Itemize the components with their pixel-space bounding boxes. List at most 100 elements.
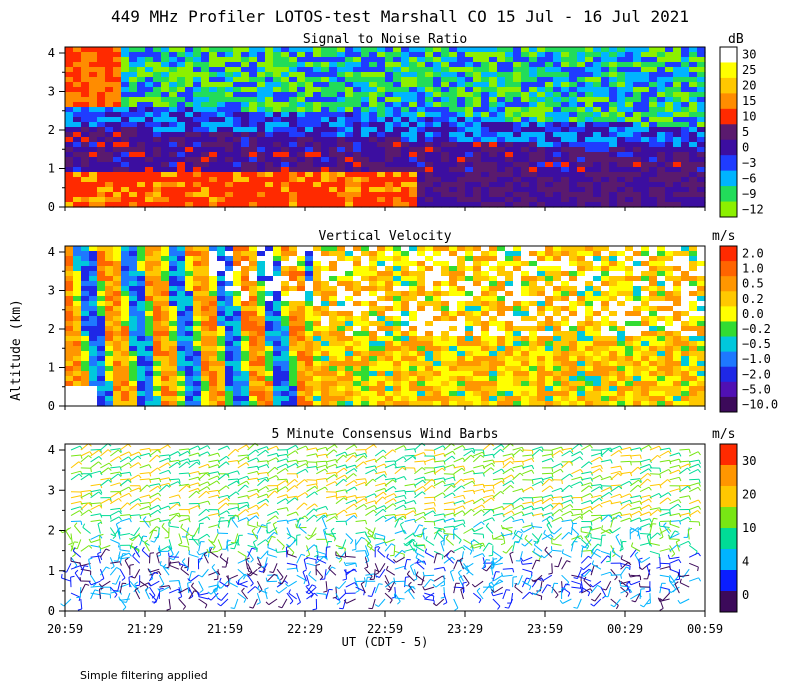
snr-cell (617, 82, 626, 88)
snr-cell (89, 77, 98, 83)
vv-cell (521, 276, 530, 282)
snr-cell (665, 57, 674, 63)
vv-cell (609, 366, 618, 372)
snr-cell (697, 52, 706, 58)
vv-cell (89, 266, 98, 272)
snr-cell (305, 202, 314, 208)
snr-cell (145, 152, 154, 158)
snr-cell (633, 92, 642, 98)
snr-cell (121, 182, 130, 188)
vv-cell (209, 316, 218, 322)
snr-cell (633, 107, 642, 113)
snr-cell (409, 167, 418, 173)
vv-cell (97, 291, 106, 297)
vv-cell (625, 311, 634, 317)
vv-cell (369, 341, 378, 347)
vv-cell (617, 276, 626, 282)
vv-cell (201, 326, 210, 332)
snr-cell (361, 52, 370, 58)
vv-cell (121, 256, 130, 262)
snr-cell (289, 152, 298, 158)
vv-cell (145, 316, 154, 322)
vv-cell (401, 331, 410, 337)
vv-cell (593, 276, 602, 282)
vv-cell (113, 376, 122, 382)
vv-cell (441, 306, 450, 312)
snr-cell (241, 162, 250, 168)
vv-cell (169, 366, 178, 372)
snr-cell (553, 202, 562, 208)
snr-cell (681, 127, 690, 133)
snr-cell (641, 107, 650, 113)
snr-cell (697, 72, 706, 78)
vv-cell (489, 261, 498, 267)
vv-cell (241, 251, 250, 257)
vv-cell (393, 271, 402, 277)
snr-cell (305, 122, 314, 128)
snr-cell (497, 97, 506, 103)
snr-cell (401, 52, 410, 58)
vv-cell (233, 336, 242, 342)
vv-cell (201, 261, 210, 267)
vv-cell (161, 321, 170, 327)
vv-cell (409, 326, 418, 332)
vv-cell (689, 281, 698, 287)
vv-cell (273, 261, 282, 267)
vv-cell (113, 281, 122, 287)
snr-cell (161, 72, 170, 78)
vv-cell (201, 331, 210, 337)
vv-cell (673, 356, 682, 362)
snr-cell (681, 202, 690, 208)
snr-cell (585, 92, 594, 98)
snr-cell (249, 62, 258, 68)
vv-cell (649, 341, 658, 347)
vv-cell (225, 286, 234, 292)
vv-cell (473, 301, 482, 307)
snr-cell (505, 172, 514, 178)
vv-cell (233, 381, 242, 387)
snr-cell (241, 122, 250, 128)
snr-cell (625, 82, 634, 88)
snr-cell (553, 177, 562, 183)
snr-cell (345, 127, 354, 133)
vv-cell (577, 336, 586, 342)
vv-cell (97, 376, 106, 382)
vv-cell (217, 351, 226, 357)
vv-cell (537, 291, 546, 297)
vv-cell (441, 376, 450, 382)
snr-cell (313, 67, 322, 73)
snr-cell (249, 52, 258, 58)
snr-cell (521, 122, 530, 128)
vv-cell (361, 346, 370, 352)
snr-cell (689, 67, 698, 73)
snr-cell (313, 122, 322, 128)
vv-cell (129, 311, 138, 317)
vv-cell (681, 246, 690, 252)
snr-cell (441, 97, 450, 103)
vv-cell (393, 311, 402, 317)
vv-cell (265, 316, 274, 322)
snr-cell (585, 52, 594, 58)
snr-cell (161, 142, 170, 148)
snr-cell (393, 132, 402, 138)
snr-cell (385, 142, 394, 148)
snr-cell (169, 77, 178, 83)
snr-cell (593, 147, 602, 153)
vv-cell (689, 286, 698, 292)
snr-cell (137, 172, 146, 178)
vv-cell (369, 321, 378, 327)
vv-cell (561, 336, 570, 342)
vv-cell (601, 346, 610, 352)
snr-cell (569, 157, 578, 163)
vv-cell (609, 301, 618, 307)
vv-cell (609, 381, 618, 387)
snr-cell (337, 132, 346, 138)
snr-cell (353, 192, 362, 198)
vv-cell (545, 341, 554, 347)
snr-cell (281, 152, 290, 158)
vv-cell (353, 376, 362, 382)
snr-cell (457, 172, 466, 178)
snr-cell (337, 137, 346, 143)
snr-cell (529, 162, 538, 168)
snr-cell (617, 62, 626, 68)
